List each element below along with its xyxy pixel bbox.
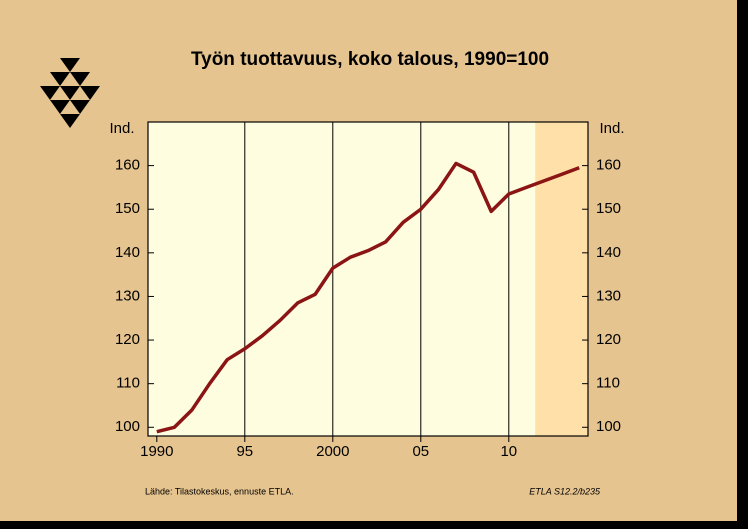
y2-tick-label: 140 (596, 244, 621, 261)
data-line (156, 161, 580, 434)
y-tick-label: 110 (116, 375, 140, 392)
y2-tick-label: 110 (596, 375, 620, 392)
chart-title: Työn tuottavuus, koko talous, 1990=100 (191, 49, 549, 70)
x-tick-label: 1990 (140, 443, 173, 460)
y-tick-label: 130 (115, 287, 140, 304)
chart-code: ETLA S12.2/b235 (529, 486, 601, 496)
y-tick-label: 120 (115, 331, 140, 348)
x-tick-label: 2000 (316, 443, 349, 460)
y2-tick-label: 130 (596, 287, 621, 304)
x-tick-label: 10 (500, 443, 517, 460)
y2-tick-label: 100 (596, 418, 621, 435)
x-tick-label: 05 (412, 443, 429, 460)
y-tick-label: 140 (115, 244, 140, 261)
plot-frame (147, 121, 589, 437)
source-note: Lähde: Tilastokeskus, ennuste ETLA. (145, 486, 294, 496)
y-tick-label: 150 (115, 200, 140, 217)
y2-tick-label: 150 (596, 200, 621, 217)
y2-tick-label: 160 (596, 157, 621, 174)
y2-tick-label: 120 (596, 331, 621, 348)
x-tick-label: 95 (236, 443, 253, 460)
y2-axis-label: Ind. (599, 120, 624, 137)
forecast-shading (535, 122, 588, 436)
y-axis-label: Ind. (109, 120, 134, 137)
logo (40, 58, 100, 128)
y-tick-label: 100 (115, 418, 140, 435)
y-tick-label: 160 (115, 157, 140, 174)
plot-area (148, 122, 588, 436)
